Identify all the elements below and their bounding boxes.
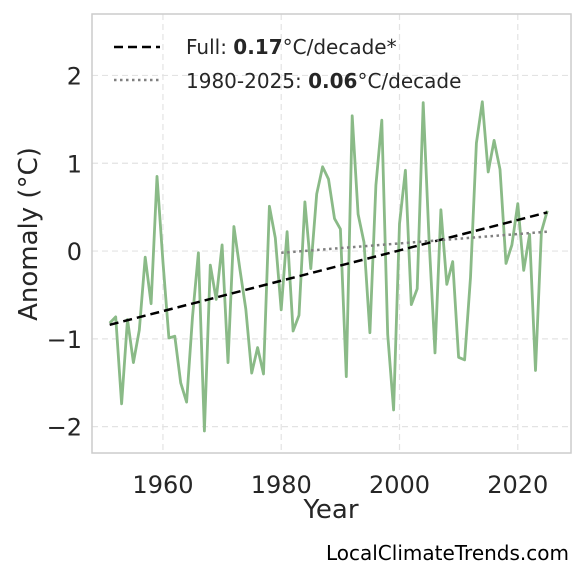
plot-background: [92, 14, 571, 453]
series-layer: [108, 100, 549, 433]
x-tick-label: 2020: [487, 471, 548, 499]
series-line-trend-full: [109, 211, 548, 327]
plot-frame: [91, 13, 572, 454]
x-tick-label: 1960: [132, 471, 193, 499]
legend-recent-label: 1980-2025: 0.06°C/decade: [186, 69, 461, 93]
legend-full-value: 0.17: [233, 35, 282, 59]
legend-recent-value: 0.06: [308, 69, 357, 93]
y-tick-label: 2: [67, 62, 82, 90]
y-tick-label: 1: [67, 150, 82, 178]
x-axis-label: Year: [302, 495, 358, 525]
x-tick-labels: 1960 1980 2000 2020: [132, 471, 548, 499]
y-tick-labels: 2 1 0 −1 −2: [47, 62, 82, 441]
series-line-trend-1980: [281, 230, 548, 255]
x-tick-label: 1980: [251, 471, 312, 499]
x-tick-label: 2000: [369, 471, 430, 499]
legend-full-label: Full: 0.17°C/decade*: [186, 35, 397, 59]
series-line-observed: [108, 100, 549, 433]
y-axis-label: Anomaly (°C): [14, 147, 44, 321]
legend-full-suffix: °C/decade*: [283, 35, 397, 59]
legend-recent-prefix: 1980-2025:: [186, 69, 308, 93]
source-credit: LocalClimateTrends.com: [326, 541, 569, 565]
legend-recent-suffix: °C/decade: [357, 69, 461, 93]
legend-full-prefix: Full:: [186, 35, 233, 59]
y-tick-label: −2: [47, 414, 82, 442]
y-tick-label: 0: [67, 238, 82, 266]
legend: Full: 0.17°C/decade* 1980-2025: 0.06°C/d…: [114, 35, 461, 93]
y-tick-label: −1: [47, 326, 82, 354]
grid: [92, 14, 571, 453]
